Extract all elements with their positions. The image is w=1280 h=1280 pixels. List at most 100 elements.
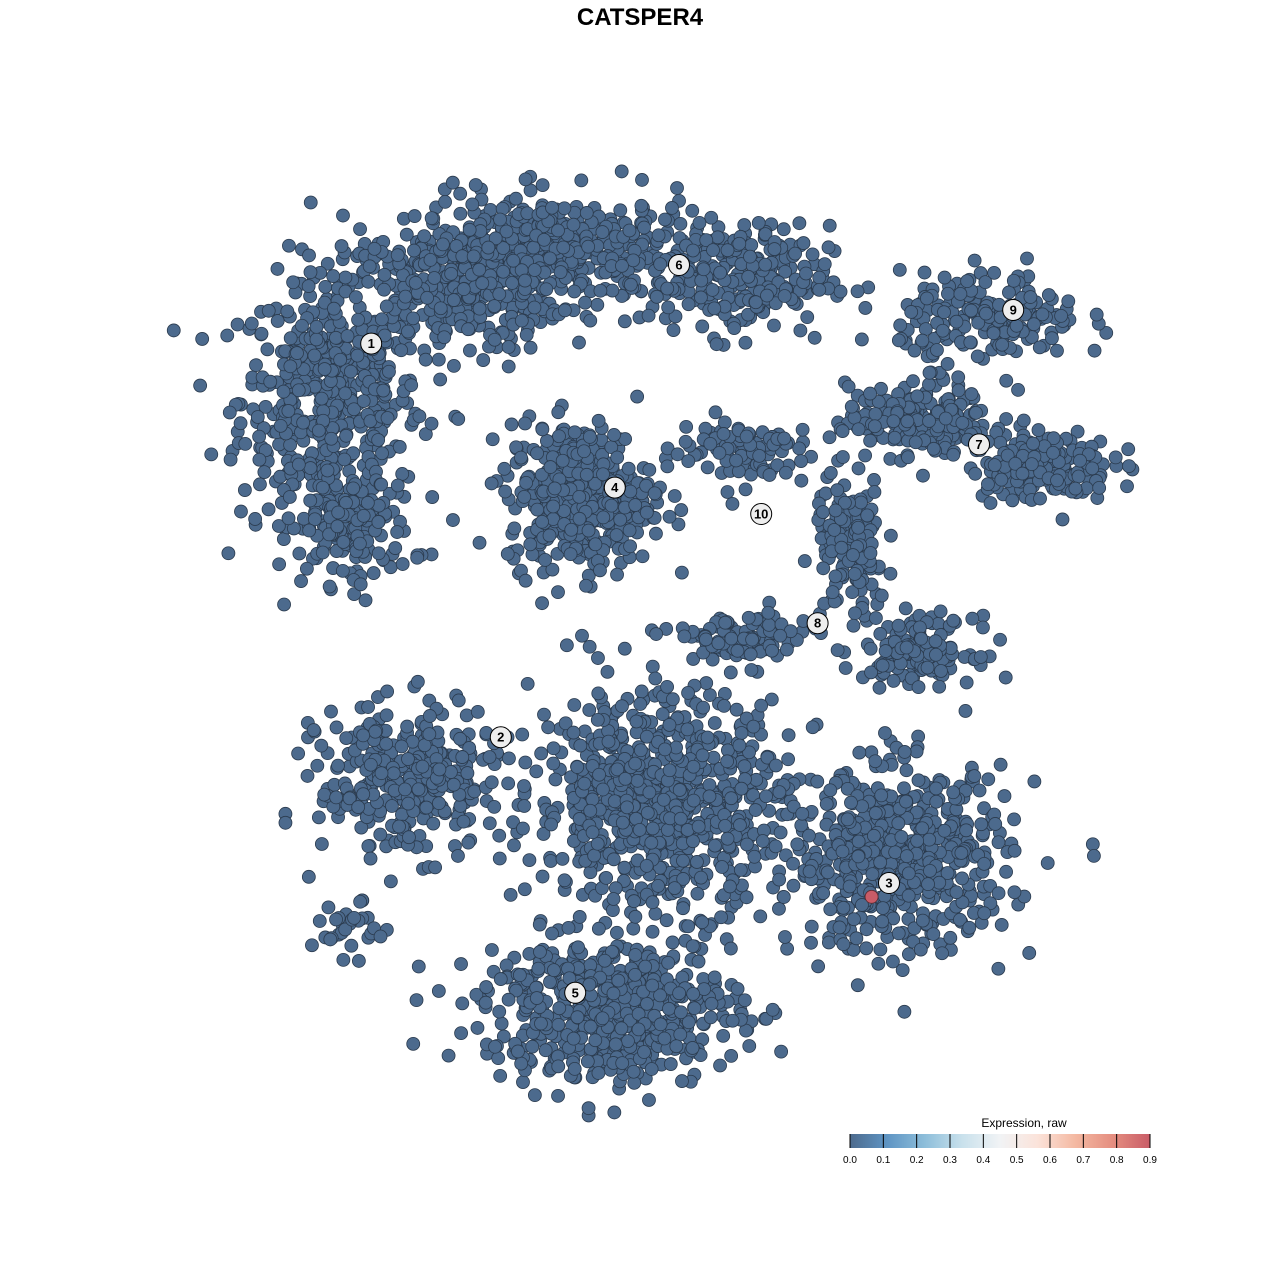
data-point	[724, 791, 739, 806]
data-point	[969, 405, 983, 420]
data-point	[522, 853, 537, 868]
data-point	[418, 352, 433, 367]
data-point	[420, 290, 435, 305]
data-point	[579, 467, 594, 482]
data-point	[604, 498, 619, 513]
data-point	[893, 318, 908, 333]
data-point	[518, 273, 532, 288]
data-point	[317, 787, 332, 802]
data-point	[802, 864, 817, 879]
data-point	[887, 430, 902, 445]
data-point	[374, 312, 389, 327]
data-point	[932, 679, 947, 694]
data-point	[374, 766, 389, 781]
data-point	[665, 692, 680, 707]
data-point	[484, 775, 499, 790]
data-point	[821, 240, 836, 255]
data-point	[626, 921, 641, 936]
data-point	[867, 419, 882, 434]
data-point	[717, 415, 732, 430]
data-point	[949, 314, 964, 329]
data-point	[538, 552, 553, 567]
data-point	[699, 632, 713, 647]
data-point	[874, 588, 889, 603]
data-point	[968, 466, 983, 481]
data-point	[566, 725, 581, 740]
data-point	[362, 259, 377, 274]
data-point	[432, 796, 446, 811]
data-point	[593, 563, 607, 578]
data-point	[860, 508, 875, 523]
data-point	[868, 407, 883, 421]
data-point	[634, 198, 649, 213]
data-point	[552, 429, 566, 444]
data-point	[501, 359, 516, 374]
data-point	[967, 253, 982, 268]
data-point	[946, 613, 961, 628]
data-point	[250, 410, 265, 424]
data-point	[995, 337, 1010, 352]
data-point	[841, 379, 856, 394]
data-point	[704, 210, 719, 225]
data-point	[309, 319, 324, 334]
data-point	[575, 628, 589, 643]
data-point	[1073, 453, 1087, 468]
data-point	[1015, 466, 1030, 481]
data-point	[858, 301, 873, 315]
data-point	[673, 216, 688, 231]
data-point	[767, 318, 781, 333]
data-point	[706, 243, 720, 258]
data-point	[544, 817, 558, 832]
data-point	[588, 537, 603, 552]
data-point	[436, 237, 450, 252]
data-point	[858, 448, 873, 463]
data-point	[1122, 459, 1136, 474]
data-point	[777, 289, 792, 303]
data-point	[292, 546, 307, 561]
data-point	[252, 452, 267, 467]
data-point	[938, 411, 953, 426]
data-point	[804, 919, 819, 934]
data-point	[854, 332, 869, 347]
data-point	[444, 765, 458, 779]
data-point	[917, 265, 932, 280]
data-point	[695, 319, 710, 334]
data-point	[835, 424, 850, 438]
data-point	[377, 267, 392, 282]
data-point	[720, 831, 735, 846]
data-point	[301, 279, 316, 293]
data-point	[795, 806, 810, 821]
data-point	[280, 304, 295, 319]
data-point	[482, 750, 497, 764]
data-point	[260, 342, 275, 357]
data-point	[690, 886, 705, 901]
data-point	[797, 554, 812, 568]
data-point	[681, 686, 695, 700]
data-point	[481, 240, 496, 255]
data-point	[802, 828, 816, 843]
data-point	[867, 485, 882, 499]
data-point	[653, 257, 668, 272]
data-point	[617, 314, 632, 329]
data-point	[455, 750, 470, 764]
data-point	[729, 453, 743, 468]
data-point	[836, 900, 851, 915]
data-point	[768, 839, 783, 854]
data-point	[390, 525, 405, 539]
data-point	[519, 327, 534, 342]
data-point	[507, 521, 522, 536]
data-point	[320, 256, 335, 271]
data-point	[543, 251, 557, 266]
data-point	[548, 772, 563, 787]
data-point	[816, 505, 830, 519]
data-point	[823, 902, 838, 917]
data-point	[790, 837, 805, 852]
data-point	[922, 832, 937, 847]
data-point	[593, 283, 608, 298]
data-point	[718, 819, 732, 833]
data-point	[257, 465, 272, 480]
data-point	[1054, 308, 1069, 323]
data-point	[353, 894, 368, 909]
data-point	[656, 792, 671, 807]
data-point	[222, 405, 237, 420]
